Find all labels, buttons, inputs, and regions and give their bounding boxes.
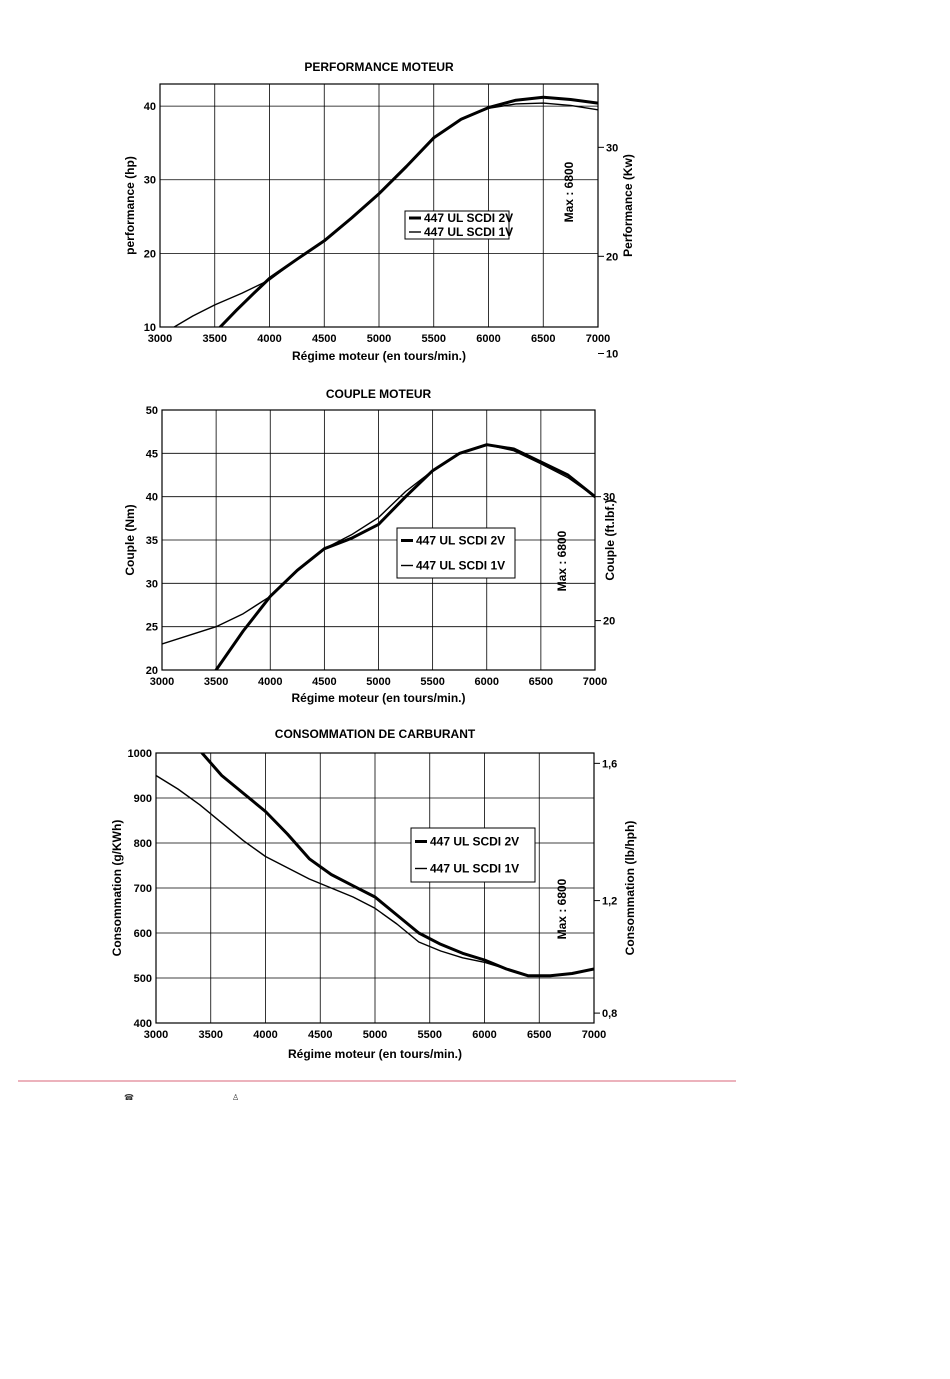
x-tick-label: 5000: [367, 333, 391, 345]
x-tick-label: 3000: [150, 676, 174, 688]
y-tick-label: 600: [134, 928, 152, 940]
y-tick-label: 30: [144, 175, 156, 187]
y-tick-label: 700: [134, 883, 152, 895]
legend-box: [410, 827, 536, 883]
y2-tick-label: 30: [606, 142, 618, 154]
chart-title: COUPLE MOTEUR: [326, 387, 432, 401]
legend-label: 447 UL SCDI 1V: [424, 225, 513, 239]
x-tick-label: 6000: [476, 333, 500, 345]
y2-tick-label: 1,2: [602, 896, 617, 908]
y-axis-label: Consommation (g/KWh): [110, 820, 124, 957]
plot-frame: [159, 83, 599, 328]
series-line-1v: [162, 444, 595, 645]
y-tick-label: 40: [144, 101, 156, 113]
legend-label: 447 UL SCDI 2V: [424, 211, 513, 225]
legend-box: [396, 527, 516, 579]
x-tick-label: 6500: [531, 333, 555, 345]
x-tick-label: 6500: [527, 1029, 551, 1041]
plot-frame: [155, 752, 595, 1024]
y2-tick-label: 20: [606, 251, 618, 263]
x-axis-label: Régime moteur (en tours/min.): [292, 349, 466, 363]
x-tick-label: 6500: [529, 676, 553, 688]
x-tick-label: 6000: [475, 676, 499, 688]
x-tick-label: 5500: [420, 676, 444, 688]
chart-couple: COUPLE MOTEUR 3000 3500 4000 4500 5000 5500 600…: [123, 387, 617, 705]
y-tick-label: 1000: [128, 748, 152, 760]
y-tick-label: 800: [134, 838, 152, 850]
y2-axis-label: Consommation (lb/hph): [623, 821, 637, 956]
x-tick-label: 5000: [363, 1029, 387, 1041]
y-tick-label: 50: [146, 405, 158, 417]
chart-title: CONSOMMATION DE CARBURANT: [275, 727, 476, 741]
x-tick-label: 3000: [144, 1029, 168, 1041]
x-tick-label: 3500: [199, 1029, 223, 1041]
max-annotation: Max : 6800: [555, 878, 569, 939]
y2-tick-label: 10: [606, 349, 618, 361]
x-axis-label: Régime moteur (en tours/min.): [288, 1047, 462, 1061]
x-tick-label: 4500: [312, 333, 336, 345]
max-annotation: Max : 6800: [555, 530, 569, 591]
x-tick-label: 7000: [586, 333, 610, 345]
chart-performance: PERFORMANCE MOTEUR 3000 3500 4000 4500 5000 55…: [123, 60, 635, 363]
x-tick-label: 3000: [148, 333, 172, 345]
legend-label: 447 UL SCDI 1V: [430, 862, 519, 876]
x-tick-label: 7000: [583, 676, 607, 688]
y-tick-label: 20: [146, 665, 158, 677]
x-tick-label: 5500: [418, 1029, 442, 1041]
x-tick-label: 3500: [203, 333, 227, 345]
legend-label: 447 UL SCDI 1V: [416, 559, 505, 573]
y-tick-label: 20: [144, 248, 156, 260]
y-axis-label: performance (hp): [123, 156, 137, 255]
x-tick-label: 4000: [253, 1029, 277, 1041]
legend: 447 UL SCDI 2V 447 UL SCDI 1V: [396, 527, 516, 579]
y-tick-label: 35: [146, 535, 158, 547]
y2-tick-label: 20: [603, 616, 615, 628]
x-tick-label: 4000: [258, 676, 282, 688]
legend: 447 UL SCDI 2V 447 UL SCDI 1V: [410, 827, 536, 883]
y2-axis-label: Performance (Kw): [621, 154, 635, 257]
x-axis-label: Régime moteur (en tours/min.): [291, 691, 465, 705]
series-line-1v: [156, 774, 594, 977]
series-group: [156, 753, 594, 978]
series-group: [173, 95, 598, 327]
plot-frame: [161, 409, 596, 671]
y2-tick-label: 0,8: [602, 1008, 617, 1020]
x-tick-label: 5500: [422, 333, 446, 345]
y-tick-label: 500: [134, 973, 152, 985]
y2-tick-label: 1,6: [602, 758, 617, 770]
series-group: [162, 443, 595, 670]
y-tick-label: 400: [134, 1018, 152, 1030]
phone-icon: ☎: [124, 1093, 134, 1102]
y-tick-label: 25: [146, 622, 158, 634]
x-tick-label: 4500: [308, 1029, 332, 1041]
max-annotation: Max : 6800: [562, 161, 576, 222]
y-axis-label: Couple (Nm): [123, 504, 137, 575]
y2-axis-label: Couple (ft.lbf.): [603, 499, 617, 580]
legend-box: [404, 210, 510, 240]
y-tick-label: 10: [144, 322, 156, 334]
x-tick-label: 7000: [582, 1029, 606, 1041]
y-tick-label: 40: [146, 492, 158, 504]
x-tick-label: 6000: [472, 1029, 496, 1041]
person-icon: ♙: [232, 1093, 239, 1102]
legend-label: 447 UL SCDI 2V: [416, 534, 505, 548]
x-tick-label: 5000: [366, 676, 390, 688]
chart-title: PERFORMANCE MOTEUR: [304, 60, 454, 74]
x-tick-label: 4500: [312, 676, 336, 688]
x-tick-label: 3500: [204, 676, 228, 688]
y-tick-label: 30: [146, 578, 158, 590]
legend-label: 447 UL SCDI 2V: [430, 835, 519, 849]
chart-consommation: CONSOMMATION DE CARBURANT 3000 3500 4000 450…: [110, 727, 637, 1061]
y-tick-label: 900: [134, 793, 152, 805]
y-tick-label: 45: [146, 448, 158, 460]
x-tick-label: 4000: [257, 333, 281, 345]
y2-tick-label: 30: [603, 492, 615, 504]
series-line-1v: [173, 102, 598, 327]
